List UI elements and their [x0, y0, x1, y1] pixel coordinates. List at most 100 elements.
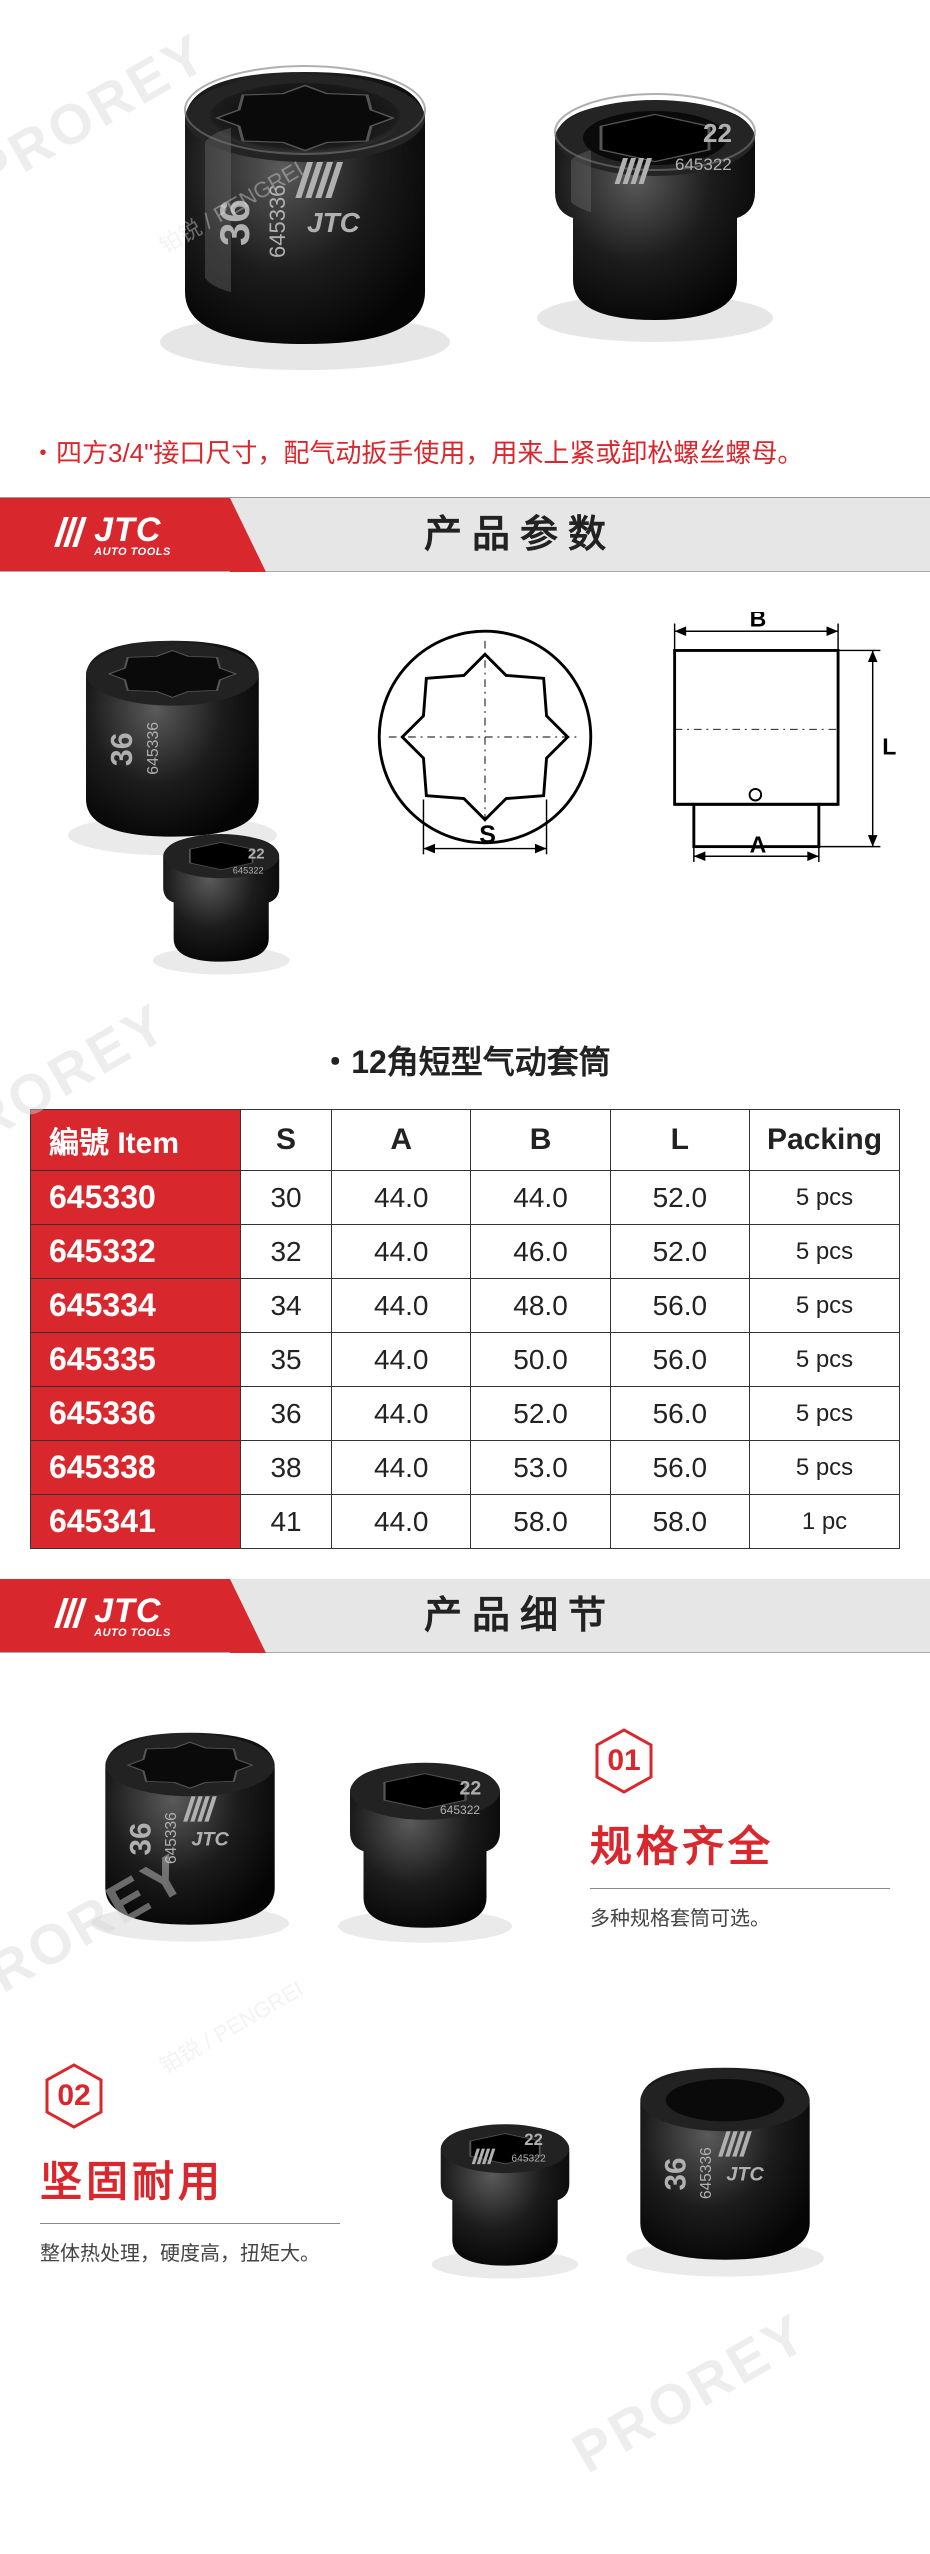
logo-box: JTC AUTO TOOLS — [0, 498, 230, 571]
table-row: 6453363644.052.056.05 pcs — [31, 1387, 900, 1441]
section-header-details: JTC AUTO TOOLS 产品细节 — [0, 1579, 930, 1653]
cell-b: 48.0 — [471, 1279, 610, 1333]
cell-s: 41 — [241, 1495, 332, 1549]
cell-item: 645338 — [31, 1441, 241, 1495]
cell-s: 30 — [241, 1171, 332, 1225]
cell-a: 44.0 — [332, 1333, 471, 1387]
svg-text:645322: 645322 — [511, 2154, 546, 2165]
table-row: 6453343444.048.056.05 pcs — [31, 1279, 900, 1333]
detail-num-badge: 01 — [590, 1727, 658, 1795]
socket-small-illustration: 22 645322 — [515, 62, 795, 357]
hero-description: ・四方3/4"接口尺寸，配气动扳手使用，用来上紧或卸松螺丝螺母。 — [0, 418, 930, 498]
logo-text: JTC AUTO TOOLS — [94, 511, 171, 558]
logo-box: JTC AUTO TOOLS — [0, 1579, 230, 1652]
cell-b: 53.0 — [471, 1441, 610, 1495]
svg-text:L: L — [882, 733, 896, 759]
cell-item: 645335 — [31, 1333, 241, 1387]
table-header-row: 編號 Item S A B L Packing — [31, 1110, 900, 1171]
cell-s: 36 — [241, 1387, 332, 1441]
detail-row-1: 36 645336 JTC 22 64 — [40, 1703, 890, 1958]
detail-image-1: 36 645336 JTC 22 64 — [40, 1703, 560, 1958]
svg-text:645336: 645336 — [265, 184, 290, 257]
svg-text:36: 36 — [124, 1823, 157, 1856]
cell-b: 52.0 — [471, 1387, 610, 1441]
cell-b: 44.0 — [471, 1171, 610, 1225]
cell-s: 34 — [241, 1279, 332, 1333]
cell-packing: 5 pcs — [750, 1441, 900, 1495]
cell-packing: 5 pcs — [750, 1387, 900, 1441]
detail-sub-1: 多种规格套筒可选。 — [590, 1903, 890, 1935]
col-l: L — [610, 1110, 749, 1171]
cell-item: 645332 — [31, 1225, 241, 1279]
table-row: 6453414144.058.058.01 pc — [31, 1495, 900, 1549]
detail-title-1: 规格齐全 — [590, 1813, 890, 1889]
svg-text:22: 22 — [248, 845, 265, 862]
cell-packing: 1 pc — [750, 1495, 900, 1549]
cell-l: 56.0 — [610, 1387, 749, 1441]
detail-sub-2: 整体热处理，硬度高，扭矩大。 — [40, 2238, 340, 2270]
cell-item: 645341 — [31, 1495, 241, 1549]
cell-b: 46.0 — [471, 1225, 610, 1279]
spec-table: 編號 Item S A B L Packing 6453303044.044.0… — [30, 1109, 900, 1549]
hero-image: 36 645336 JTC — [0, 0, 930, 418]
col-item: 編號 Item — [31, 1110, 241, 1171]
cell-a: 44.0 — [332, 1441, 471, 1495]
socket-large-illustration: 36 645336 JTC — [135, 32, 475, 387]
cell-a: 44.0 — [332, 1171, 471, 1225]
cell-s: 32 — [241, 1225, 332, 1279]
svg-text:A: A — [750, 831, 767, 857]
cell-l: 58.0 — [610, 1495, 749, 1549]
logo-bars-icon — [59, 1598, 86, 1633]
logo-text: JTC AUTO TOOLS — [94, 1592, 171, 1639]
detail-num-badge: 02 — [40, 2062, 108, 2130]
cell-l: 52.0 — [610, 1225, 749, 1279]
cell-packing: 5 pcs — [750, 1333, 900, 1387]
cell-l: 56.0 — [610, 1279, 749, 1333]
dimension-diagram: S B — [360, 612, 900, 862]
detail-row-2: 02 坚固耐用 整体热处理，硬度高，扭矩大。 22 645322 — [40, 2038, 890, 2293]
svg-text:22: 22 — [524, 2130, 543, 2149]
svg-text:645336: 645336 — [163, 1812, 180, 1864]
svg-text:36: 36 — [106, 732, 139, 766]
svg-text:JTC: JTC — [726, 2164, 764, 2186]
svg-text:JTC: JTC — [191, 1829, 229, 1851]
svg-text:36: 36 — [211, 199, 258, 246]
subtitle: ・12角短型气动套筒 — [30, 1037, 900, 1083]
cell-a: 44.0 — [332, 1495, 471, 1549]
cell-a: 44.0 — [332, 1279, 471, 1333]
cell-item: 645334 — [31, 1279, 241, 1333]
section-title: 产品参数 — [230, 498, 930, 571]
svg-text:645336: 645336 — [145, 722, 162, 775]
cell-packing: 5 pcs — [750, 1171, 900, 1225]
cell-l: 56.0 — [610, 1333, 749, 1387]
col-a: A — [332, 1110, 471, 1171]
cell-packing: 5 pcs — [750, 1279, 900, 1333]
detail-body: 36 645336 JTC 22 64 — [0, 1653, 930, 2443]
table-row: 6453323244.046.052.05 pcs — [31, 1225, 900, 1279]
cell-packing: 5 pcs — [750, 1225, 900, 1279]
cell-s: 38 — [241, 1441, 332, 1495]
svg-text:JTC: JTC — [307, 207, 361, 238]
col-s: S — [241, 1110, 332, 1171]
cell-item: 645330 — [31, 1171, 241, 1225]
table-row: 6453353544.050.056.05 pcs — [31, 1333, 900, 1387]
logo-bars-icon — [59, 517, 86, 552]
cell-b: 50.0 — [471, 1333, 610, 1387]
table-row: 6453303044.044.052.05 pcs — [31, 1171, 900, 1225]
params-body: 36 645336 22 645322 — [0, 572, 930, 1579]
cell-a: 44.0 — [332, 1387, 471, 1441]
detail-image-2: 22 645322 36 645336 JTC — [370, 2038, 890, 2293]
page: PROREY 铂锐 / PENGREI PROREY PROREY 铂锐 / P… — [0, 0, 930, 2443]
svg-text:22: 22 — [703, 118, 732, 148]
svg-text:645322: 645322 — [440, 1803, 480, 1817]
cell-s: 35 — [241, 1333, 332, 1387]
col-b: B — [471, 1110, 610, 1171]
col-packing: Packing — [750, 1110, 900, 1171]
section-title: 产品细节 — [230, 1579, 930, 1652]
section-header-params: JTC AUTO TOOLS 产品参数 — [0, 498, 930, 572]
svg-text:B: B — [750, 612, 767, 631]
cell-l: 56.0 — [610, 1441, 749, 1495]
params-product-image: 36 645336 22 645322 — [30, 612, 330, 1017]
cell-item: 645336 — [31, 1387, 241, 1441]
svg-text:645336: 645336 — [698, 2147, 715, 2199]
